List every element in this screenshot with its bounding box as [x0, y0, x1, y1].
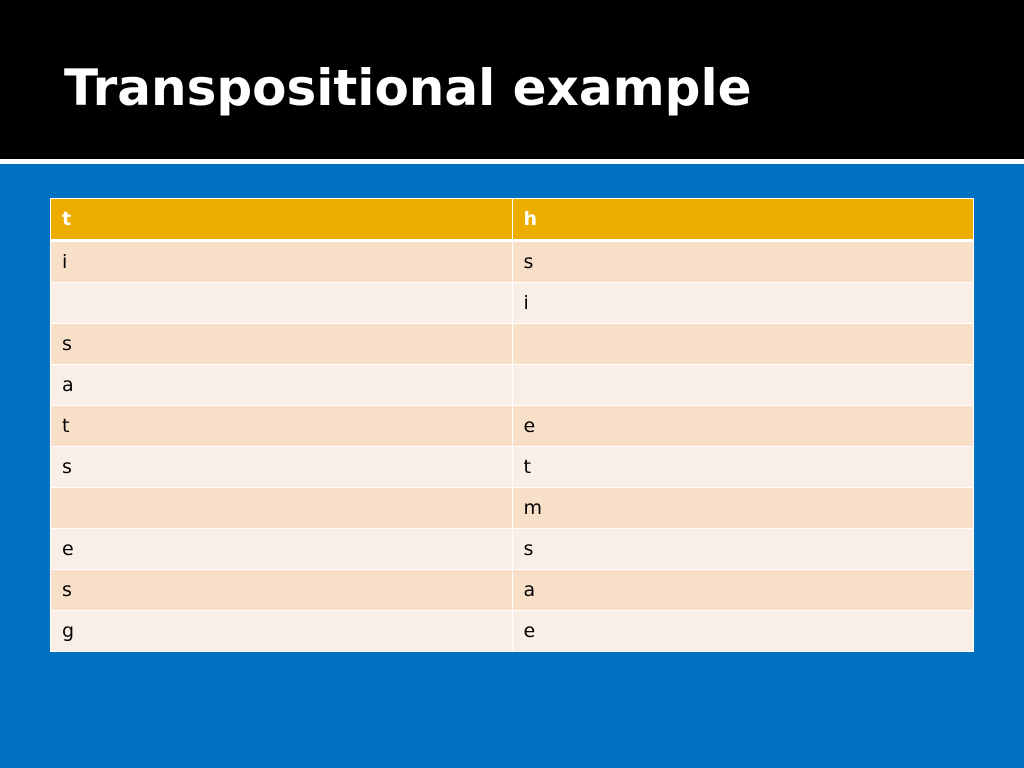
title-divider: [0, 159, 1024, 164]
table-cell: i: [511, 282, 974, 324]
table-cell: a: [511, 569, 974, 611]
header-cell: h: [511, 198, 974, 242]
table-row: a: [50, 364, 974, 406]
table-row: e s: [50, 528, 974, 570]
table-cell: t: [50, 405, 513, 447]
table-cell: [511, 364, 974, 406]
table-row: s: [50, 323, 974, 365]
table-cell: s: [50, 323, 513, 365]
table-row: s t: [50, 446, 974, 488]
table-row: g e: [50, 610, 974, 652]
table-cell: s: [50, 446, 513, 488]
table-cell: a: [50, 364, 513, 406]
table-cell: e: [511, 405, 974, 447]
table-cell: s: [511, 528, 974, 570]
table-cell: s: [50, 569, 513, 611]
table-header-row: t h: [50, 198, 974, 242]
table-row: s a: [50, 569, 974, 611]
table-cell: [50, 487, 513, 529]
table-cell: t: [511, 446, 974, 488]
table-row: i s: [50, 240, 974, 283]
table-row: m: [50, 487, 974, 529]
table-cell: m: [511, 487, 974, 529]
table-row: i: [50, 282, 974, 324]
table-cell: e: [50, 528, 513, 570]
transposition-table: t h i s i s a t e s t m: [50, 198, 974, 652]
table-cell: i: [50, 240, 513, 283]
table-cell: e: [511, 610, 974, 652]
header-cell: t: [50, 198, 513, 242]
table-cell: s: [511, 240, 974, 283]
title-bar: [0, 0, 1024, 159]
table-cell: [50, 282, 513, 324]
table-row: t e: [50, 405, 974, 447]
table-cell: g: [50, 610, 513, 652]
slide-title: Transpositional example: [64, 59, 752, 117]
table-cell: [511, 323, 974, 365]
